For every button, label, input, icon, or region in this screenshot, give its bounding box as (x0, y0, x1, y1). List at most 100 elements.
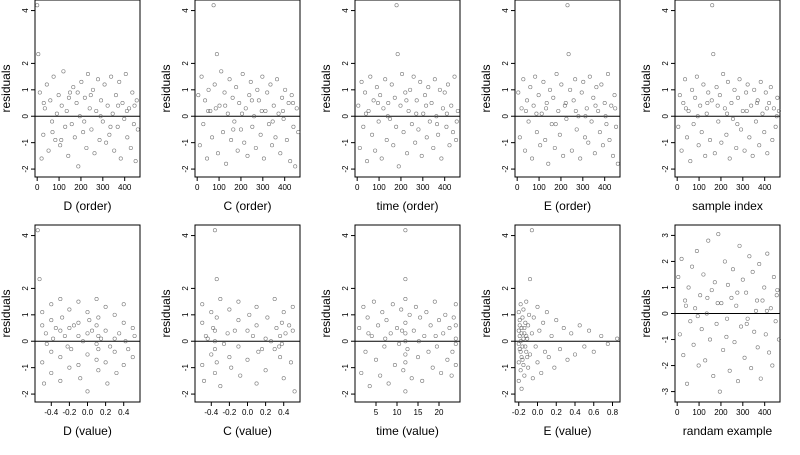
data-point (235, 148, 240, 153)
data-point (405, 347, 410, 352)
data-point (133, 159, 138, 164)
data-point (94, 296, 99, 301)
data-point (596, 108, 601, 113)
y-axis-label: residuals (319, 289, 333, 337)
data-point (371, 299, 376, 304)
data-point (569, 331, 574, 336)
data-point (536, 93, 541, 98)
data-point (683, 303, 688, 308)
data-point (407, 312, 412, 317)
data-point (709, 98, 714, 103)
data-point (711, 52, 716, 57)
x-tick-label: -0.2 (62, 408, 76, 417)
data-point (517, 323, 522, 328)
data-point (615, 161, 620, 166)
data-point (589, 119, 594, 124)
data-point (366, 331, 371, 336)
data-point (131, 122, 136, 127)
data-point (587, 74, 592, 79)
data-point (679, 148, 684, 153)
data-point (524, 333, 529, 338)
data-point (248, 79, 253, 84)
data-point (690, 264, 695, 269)
data-point (557, 347, 562, 352)
residual-panel-2: 0 100 200 300 400 -2 -1 0 1 2 4 C (order) residuals (159, 0, 301, 213)
data-point (230, 95, 235, 100)
x-tick-label: 300 (736, 408, 750, 417)
data-point (722, 259, 727, 264)
data-point (224, 161, 229, 166)
data-point (374, 85, 379, 90)
y-tick-label: 1 (341, 312, 350, 317)
data-point (706, 90, 711, 95)
data-point (67, 307, 72, 312)
data-point (41, 101, 46, 106)
x-tick-label: 0 (515, 183, 520, 192)
data-point (418, 79, 423, 84)
y-tick-label: -1 (341, 364, 350, 372)
data-point (455, 108, 460, 113)
data-point (609, 103, 614, 108)
data-point (521, 77, 526, 82)
data-point (51, 74, 56, 79)
data-point (279, 320, 284, 325)
data-point (258, 132, 263, 137)
data-point (61, 69, 66, 74)
data-point (260, 74, 265, 79)
data-point (760, 298, 765, 303)
data-point (414, 111, 419, 116)
data-point (541, 320, 546, 325)
data-point (211, 3, 216, 8)
data-point (520, 357, 525, 362)
data-point (245, 328, 250, 333)
data-points (35, 228, 137, 394)
data-point (72, 135, 77, 140)
x-tick-label: -0.2 (512, 408, 526, 417)
data-point (699, 130, 704, 135)
x-tick-label: 400 (758, 408, 772, 417)
data-point (96, 315, 101, 320)
data-point (593, 103, 598, 108)
data-point (767, 101, 772, 106)
y-tick-label: 1 (181, 87, 190, 92)
data-point (522, 331, 527, 336)
y-tick-label: 1 (501, 87, 510, 92)
data-point (712, 280, 717, 285)
data-point (259, 108, 264, 113)
data-points (35, 3, 140, 169)
data-point (538, 143, 543, 148)
data-point (90, 328, 95, 333)
data-point (229, 138, 234, 143)
data-point (263, 368, 268, 373)
data-point (591, 349, 596, 354)
y-tick-label: 4 (501, 233, 510, 238)
data-point (238, 373, 243, 378)
data-point (77, 114, 82, 119)
data-point (215, 151, 220, 156)
data-point (384, 318, 389, 323)
data-point (416, 339, 421, 344)
data-point (42, 106, 47, 111)
data-point (732, 87, 737, 92)
residual-panel-5: 0 100 200 300 400 -2 -1 0 1 2 4 sample index residua… (639, 0, 781, 213)
data-point (406, 108, 411, 113)
data-point (296, 130, 301, 135)
data-point (735, 379, 740, 384)
data-point (85, 310, 90, 315)
data-point (573, 77, 578, 82)
data-point (205, 336, 210, 341)
y-tick-label: -1 (21, 139, 30, 147)
data-point (53, 138, 58, 143)
data-point (383, 77, 388, 82)
data-point (582, 344, 587, 349)
data-point (384, 138, 389, 143)
data-point (727, 156, 732, 161)
data-point (60, 315, 65, 320)
data-point (712, 151, 717, 156)
data-point (115, 124, 120, 129)
data-point (450, 349, 455, 354)
data-point (277, 344, 282, 349)
data-point (400, 328, 405, 333)
data-point (58, 143, 63, 148)
